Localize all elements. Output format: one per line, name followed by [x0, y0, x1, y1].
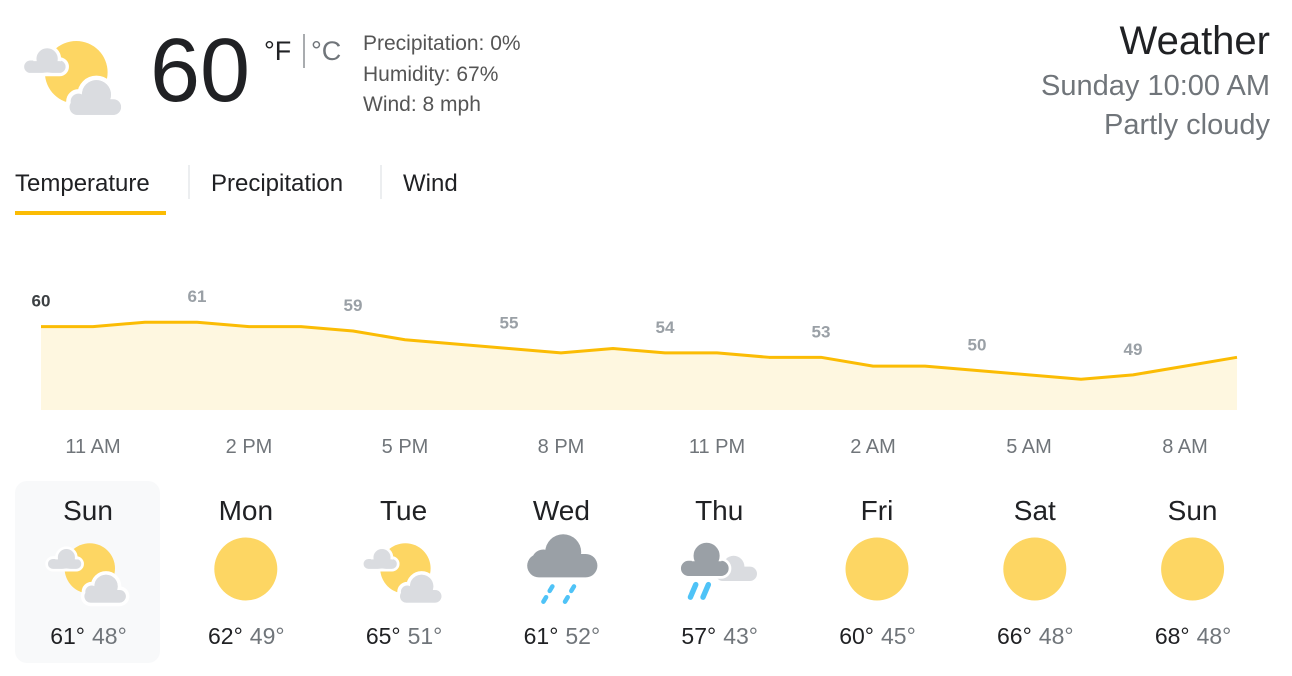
hour-label: 11 PM: [689, 436, 745, 458]
low-temperature: 48°: [1039, 623, 1074, 649]
high-temperature: 61°: [50, 623, 85, 649]
high-temperature: 57°: [681, 623, 716, 649]
hour-label: 8 PM: [538, 436, 585, 458]
day-icon: [845, 537, 909, 601]
high-temperature: 62°: [208, 623, 243, 649]
hour-label: 5 PM: [382, 436, 429, 458]
tab[interactable]: Temperature: [15, 170, 150, 197]
tab-indicator: [15, 211, 166, 215]
low-temperature: 52°: [565, 623, 600, 649]
high-temperature: 60°: [839, 623, 874, 649]
low-temperature: 45°: [881, 623, 916, 649]
day-name[interactable]: Thu: [695, 495, 743, 526]
day-icon: [527, 534, 597, 602]
low-temperature: 43°: [723, 623, 758, 649]
hour-label: 11 AM: [65, 436, 120, 458]
day-name[interactable]: Tue: [380, 495, 427, 526]
widget-title: Weather: [1120, 19, 1270, 63]
hour-label: 5 AM: [1006, 436, 1052, 458]
temperature-label: 54: [656, 318, 675, 337]
low-temperature: 49°: [250, 623, 285, 649]
unit-celsius[interactable]: °C: [311, 36, 341, 66]
day-icon: [1003, 537, 1067, 601]
day-name[interactable]: Fri: [861, 495, 894, 526]
day-icon: [214, 537, 278, 601]
high-temperature: 61°: [524, 623, 559, 649]
condition: Partly cloudy: [1104, 109, 1271, 141]
hour-label: 2 AM: [850, 436, 896, 458]
day-name[interactable]: Mon: [219, 495, 273, 526]
precipitation: Precipitation: 0%: [363, 32, 521, 55]
tab[interactable]: Precipitation: [211, 170, 343, 197]
hour-label: 8 AM: [1162, 436, 1208, 458]
day-name[interactable]: Sun: [63, 495, 113, 526]
high-temperature: 66°: [997, 623, 1032, 649]
temperature-label: 55: [500, 314, 519, 333]
day-icon: [1161, 537, 1225, 601]
temperature-label: 49: [1124, 340, 1143, 359]
temperature-label: 61: [188, 287, 207, 306]
low-temperature: 51°: [408, 623, 443, 649]
day-icon: [360, 541, 446, 607]
high-temperature: 65°: [366, 623, 401, 649]
day-name[interactable]: Sun: [1168, 495, 1218, 526]
high-temperature: 68°: [1155, 623, 1190, 649]
temperature-label: 50: [968, 335, 987, 354]
temperature-label: 60: [32, 292, 51, 311]
low-temperature: 48°: [1197, 623, 1232, 649]
humidity: Humidity: 67%: [363, 63, 498, 86]
day-name[interactable]: Wed: [533, 495, 590, 526]
wind: Wind: 8 mph: [363, 93, 481, 116]
temperature-label: 59: [344, 296, 363, 315]
unit-fahrenheit[interactable]: °F: [264, 36, 291, 66]
temperature-area: [41, 322, 1237, 410]
day-name[interactable]: Sat: [1014, 495, 1056, 526]
day-icon: [680, 541, 757, 597]
tab[interactable]: Wind: [403, 170, 458, 197]
temperature-label: 53: [812, 322, 831, 341]
current-weather-icon: [22, 41, 123, 117]
temperature-line: [41, 320, 1238, 381]
low-temperature: 48°: [92, 623, 127, 649]
date-time: Sunday 10:00 AM: [1041, 70, 1270, 102]
current-temperature: 60: [150, 21, 250, 121]
hour-label: 2 PM: [226, 436, 273, 458]
